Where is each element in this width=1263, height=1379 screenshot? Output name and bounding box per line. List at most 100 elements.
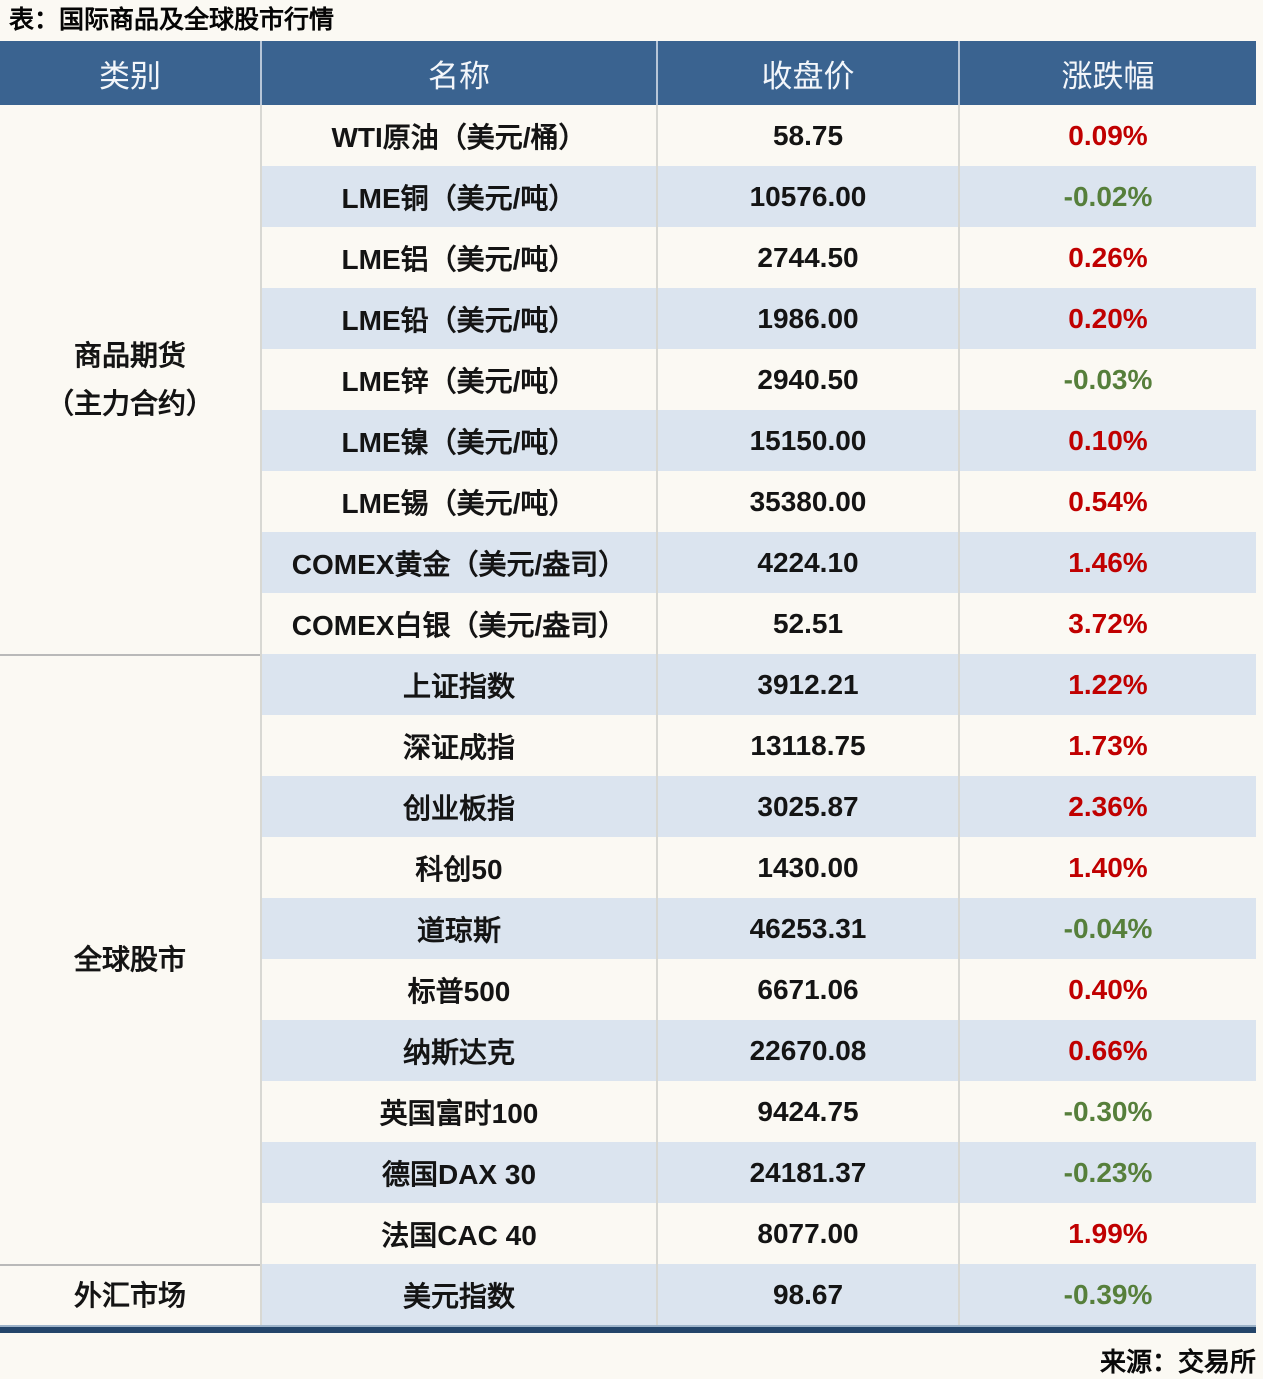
name-cell: LME铅（美元/吨） [260, 288, 656, 349]
name-cell: LME铜（美元/吨） [260, 166, 656, 227]
table-row: 美元指数 98.67 -0.39% [260, 1264, 1256, 1325]
name-cell: 道琼斯 [260, 898, 656, 959]
category-cell: 外汇市场 [0, 1264, 260, 1325]
name-cell: LME镍（美元/吨） [260, 410, 656, 471]
change-cell: 1.22% [958, 654, 1256, 715]
change-cell: 0.26% [958, 227, 1256, 288]
change-cell: 1.46% [958, 532, 1256, 593]
close-cell: 52.51 [656, 593, 958, 654]
close-cell: 6671.06 [656, 959, 958, 1020]
close-cell: 35380.00 [656, 471, 958, 532]
name-cell: WTI原油（美元/桶） [260, 105, 656, 166]
header-name: 名称 [260, 41, 656, 105]
close-cell: 4224.10 [656, 532, 958, 593]
table-row: LME锌（美元/吨） 2940.50 -0.03% [260, 349, 1256, 410]
table-row: COMEX黄金（美元/盎司） 4224.10 1.46% [260, 532, 1256, 593]
name-cell: 深证成指 [260, 715, 656, 776]
name-cell: 法国CAC 40 [260, 1203, 656, 1264]
table-section: 外汇市场 美元指数 98.67 -0.39% [0, 1264, 1256, 1325]
close-cell: 3912.21 [656, 654, 958, 715]
change-cell: 2.36% [958, 776, 1256, 837]
name-cell: 美元指数 [260, 1264, 656, 1325]
table-row: 深证成指 13118.75 1.73% [260, 715, 1256, 776]
table-row: LME锡（美元/吨） 35380.00 0.54% [260, 471, 1256, 532]
close-cell: 1986.00 [656, 288, 958, 349]
category-label: 外汇市场 [73, 1279, 186, 1311]
change-cell: -0.30% [958, 1081, 1256, 1142]
table-row: WTI原油（美元/桶） 58.75 0.09% [260, 105, 1256, 166]
change-cell: -0.03% [958, 349, 1256, 410]
close-cell: 58.75 [656, 105, 958, 166]
close-cell: 22670.08 [656, 1020, 958, 1081]
close-cell: 13118.75 [656, 715, 958, 776]
close-cell: 24181.37 [656, 1142, 958, 1203]
table-row: 标普500 6671.06 0.40% [260, 959, 1256, 1020]
change-cell: 0.09% [958, 105, 1256, 166]
close-cell: 1430.00 [656, 837, 958, 898]
change-cell: 3.72% [958, 593, 1256, 654]
table-row: 德国DAX 30 24181.37 -0.23% [260, 1142, 1256, 1203]
close-cell: 8077.00 [656, 1203, 958, 1264]
table-row: 纳斯达克 22670.08 0.66% [260, 1020, 1256, 1081]
table-row: 上证指数 3912.21 1.22% [260, 654, 1256, 715]
table-row: 科创50 1430.00 1.40% [260, 837, 1256, 898]
close-cell: 10576.00 [656, 166, 958, 227]
change-cell: 1.40% [958, 837, 1256, 898]
close-cell: 2940.50 [656, 349, 958, 410]
name-cell: 德国DAX 30 [260, 1142, 656, 1203]
name-cell: LME锌（美元/吨） [260, 349, 656, 410]
change-cell: 1.73% [958, 715, 1256, 776]
change-cell: 0.10% [958, 410, 1256, 471]
category-label: 商品期货 [73, 339, 186, 371]
close-cell: 2744.50 [656, 227, 958, 288]
close-cell: 3025.87 [656, 776, 958, 837]
table-row: 创业板指 3025.87 2.36% [260, 776, 1256, 837]
change-cell: -0.04% [958, 898, 1256, 959]
change-cell: 0.54% [958, 471, 1256, 532]
close-cell: 9424.75 [656, 1081, 958, 1142]
section-rows: WTI原油（美元/桶） 58.75 0.09% LME铜（美元/吨） 10576.00-… [260, 105, 1256, 654]
close-cell: 98.67 [656, 1264, 958, 1325]
section-rows: 上证指数 3912.21 1.22% 深证成指 13118.75 1.73% 创业板指 302… [260, 654, 1256, 1264]
change-cell: -0.39% [958, 1264, 1256, 1325]
source-label: 来源：交易所 [1099, 1347, 1256, 1377]
change-cell: -0.02% [958, 166, 1256, 227]
table-row: 道琼斯 46253.31 -0.04% [260, 898, 1256, 959]
table-row: COMEX白银（美元/盎司） 52.51 3.72% [260, 593, 1256, 654]
category-label: 全球股市 [73, 944, 186, 975]
name-cell: 标普500 [260, 959, 656, 1020]
name-cell: 科创50 [260, 837, 656, 898]
table-row: LME铝（美元/吨） 2744.50 0.26% [260, 227, 1256, 288]
change-cell: 0.20% [958, 288, 1256, 349]
section-rows: 美元指数 98.67 -0.39% [260, 1264, 1256, 1325]
category-cell: 全球股市 [0, 654, 260, 1264]
close-cell: 15150.00 [656, 410, 958, 471]
name-cell: 英国富时100 [260, 1081, 656, 1142]
change-cell: -0.23% [958, 1142, 1256, 1203]
change-cell: 1.99% [958, 1203, 1256, 1264]
table-row: LME铅（美元/吨） 1986.00 0.20% [260, 288, 1256, 349]
table-title: 表：国际商品及全球股市行情 [9, 6, 335, 34]
table-section: 商品期货 （主力合约） WTI原油（美元/桶） 58.75 0.09% LME铜（美元/吨… [0, 105, 1256, 654]
header-change: 涨跌幅 [958, 41, 1256, 105]
market-table: 类别 名称 收盘价 涨跌幅 商品期货 （主力合约） WTI原油（美元/桶） 58.75… [0, 41, 1256, 1333]
table-header-row: 类别 名称 收盘价 涨跌幅 [0, 41, 1256, 105]
table-row: LME镍（美元/吨） 15150.00 0.10% [260, 410, 1256, 471]
name-cell: 上证指数 [260, 654, 656, 715]
name-cell: 纳斯达克 [260, 1020, 656, 1081]
table-row: 英国富时100 9424.75 -0.30% [260, 1081, 1256, 1142]
close-cell: 46253.31 [656, 898, 958, 959]
table-row: LME铜（美元/吨） 10576.00 -0.02% [260, 166, 1256, 227]
name-cell: 创业板指 [260, 776, 656, 837]
category-label: （主力合约） [45, 387, 214, 419]
name-cell: LME锡（美元/吨） [260, 471, 656, 532]
header-close: 收盘价 [656, 41, 958, 105]
name-cell: COMEX白银（美元/盎司） [260, 593, 656, 654]
table-row: 法国CAC 40 8077.00 1.99% [260, 1203, 1256, 1264]
name-cell: COMEX黄金（美元/盎司） [260, 532, 656, 593]
change-cell: 0.40% [958, 959, 1256, 1020]
change-cell: 0.66% [958, 1020, 1256, 1081]
name-cell: LME铝（美元/吨） [260, 227, 656, 288]
table-bottom-border [0, 1325, 1256, 1333]
